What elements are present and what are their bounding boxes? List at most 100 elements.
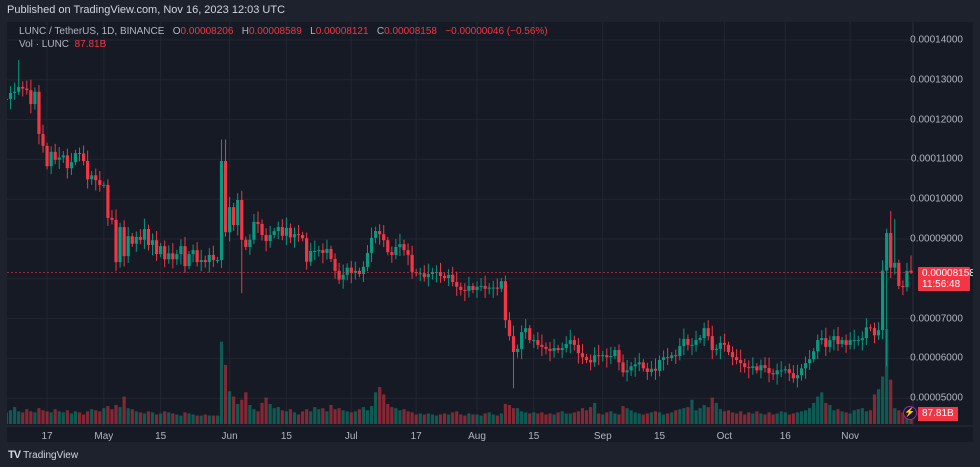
volume-bar [7, 412, 9, 424]
volume-bar [130, 409, 134, 424]
candle-body [560, 348, 564, 351]
volume-bar [280, 410, 284, 424]
candle-body [179, 246, 183, 255]
candle-body [398, 244, 402, 247]
candle-body [645, 368, 649, 372]
volume-bar [73, 411, 78, 424]
volume-bar [653, 411, 658, 424]
candle-body [382, 234, 386, 241]
candle-body [487, 287, 491, 289]
candle-body [25, 88, 29, 91]
volume-bar [560, 411, 564, 424]
candle-body [49, 151, 53, 167]
volume-bar [57, 411, 61, 424]
candle-body [889, 233, 893, 268]
candle-body [702, 328, 706, 339]
volume-bar [422, 414, 426, 424]
published-caption: Published on TradingView.com, Nov 16, 20… [7, 4, 286, 16]
symbol-label[interactable]: LUNC / TetherUS, 1D, BINANCE [19, 26, 165, 37]
candle-body [309, 250, 313, 262]
candle-body [406, 250, 410, 255]
candle-body [552, 348, 556, 351]
price-tick-label: 0.00011000 [910, 153, 963, 165]
candle-body [175, 254, 179, 260]
volume-bar [438, 414, 443, 424]
candlestick-chart[interactable] [7, 22, 973, 442]
tradingview-brand[interactable]: TradingView [23, 449, 79, 461]
candle-body [171, 253, 175, 260]
candle-body [791, 373, 795, 379]
bar-countdown: 11:56:48 [922, 278, 961, 290]
candle-body [353, 270, 357, 273]
lightning-icon[interactable]: ⚡ [903, 406, 917, 420]
candle-body [812, 351, 816, 360]
candle-body [710, 336, 714, 351]
candle-body [690, 344, 694, 346]
candle-body [142, 229, 147, 240]
candle-body [706, 328, 710, 337]
volume-bar [252, 409, 256, 424]
volume-bar [840, 411, 844, 424]
volume-bar [414, 414, 418, 424]
candle-body [159, 246, 163, 255]
volume-bar [13, 407, 17, 424]
volume-bar [53, 409, 57, 424]
volume-bar [102, 408, 106, 424]
volume-bar [329, 405, 333, 424]
volume-value: 87.81B [74, 39, 107, 50]
candle-body [150, 240, 155, 245]
volume-bar [374, 392, 378, 424]
volume-bar [86, 411, 90, 424]
candle-body [828, 340, 832, 347]
volume-bar [175, 414, 179, 424]
volume-label[interactable]: Vol · LUNC [19, 39, 70, 50]
candle-body [426, 274, 430, 278]
volume-bar [718, 409, 722, 424]
candle-body [337, 270, 341, 280]
volume-bar [321, 408, 325, 424]
candle-body [7, 98, 9, 100]
candle-body [268, 235, 272, 241]
candle-body [203, 260, 207, 263]
candle-body [438, 272, 443, 277]
volume-bar [284, 411, 288, 424]
candle-body [779, 370, 783, 372]
volume-bar [848, 413, 852, 424]
candle-body [694, 340, 698, 345]
volume-bar [369, 406, 374, 424]
price-tick-label: 0.00012000 [910, 114, 963, 126]
volume-bar [710, 397, 714, 424]
candle-body [475, 286, 479, 290]
chart-panel[interactable]: LUNC / TetherUS, 1D, BINANCE O0.00008206… [7, 22, 973, 442]
candle-body [256, 221, 260, 224]
candle-body [718, 342, 722, 349]
volume-bar [256, 411, 260, 424]
candle-body [248, 239, 252, 247]
candle-body [341, 274, 345, 280]
candle-body [491, 287, 495, 289]
time-tick-label: Nov [841, 431, 860, 442]
tradingview-logo-icon[interactable]: TV [8, 449, 21, 461]
volume-bar [8, 410, 13, 424]
candle-body [369, 237, 374, 253]
volume-bar [499, 413, 503, 424]
volume-bar [260, 402, 264, 424]
candle-body [345, 267, 349, 275]
volume-bar [564, 413, 568, 424]
volume-bar [568, 413, 572, 424]
volume-bar [215, 415, 220, 424]
candle-body [333, 258, 337, 271]
candle-body [483, 285, 487, 289]
high-value: 0.00008589 [248, 26, 302, 37]
time-tick-label: May [94, 431, 114, 442]
volume-bar [836, 409, 840, 424]
volume-bar [901, 412, 905, 424]
volume-bar [17, 411, 21, 424]
candle-body [126, 236, 130, 257]
volume-bar [236, 403, 240, 424]
candle-body [77, 153, 82, 155]
volume-bar [787, 414, 791, 424]
volume-bar [552, 414, 556, 424]
volume-bar [378, 387, 382, 424]
candle-body [134, 237, 138, 244]
